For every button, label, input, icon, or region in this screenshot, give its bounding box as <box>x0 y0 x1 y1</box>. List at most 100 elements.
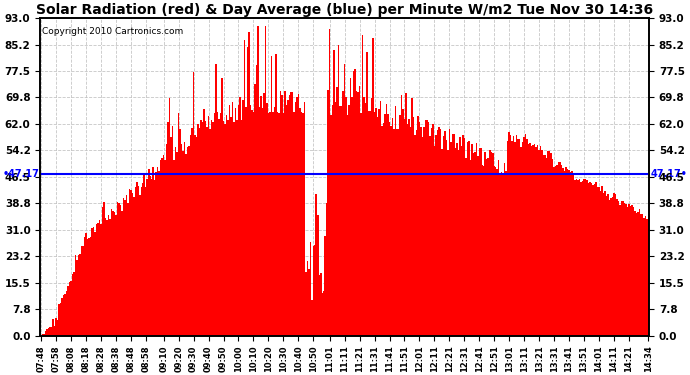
Bar <box>173 160 175 336</box>
Bar <box>413 117 414 336</box>
Bar <box>106 220 108 336</box>
Bar <box>450 142 452 336</box>
Bar <box>293 112 295 336</box>
Bar <box>447 150 448 336</box>
Bar <box>616 199 618 336</box>
Bar <box>238 105 239 336</box>
Bar <box>253 112 254 336</box>
Bar <box>583 179 584 336</box>
Bar <box>139 195 141 336</box>
Bar <box>543 155 544 336</box>
Bar <box>513 136 515 336</box>
Bar <box>217 112 218 336</box>
Bar <box>574 180 575 336</box>
Bar <box>365 103 366 336</box>
Bar <box>299 108 301 336</box>
Text: 47.17•: 47.17• <box>651 170 687 180</box>
Bar <box>90 237 91 336</box>
Bar <box>230 117 232 336</box>
Bar <box>442 136 444 336</box>
Bar <box>610 198 611 336</box>
Bar <box>251 110 253 336</box>
Bar <box>553 167 555 336</box>
Bar <box>209 129 211 336</box>
Bar <box>193 72 195 336</box>
Bar <box>109 219 110 336</box>
Bar <box>609 200 610 336</box>
Bar <box>46 328 48 336</box>
Bar <box>259 107 260 336</box>
Bar <box>566 169 569 336</box>
Bar <box>227 120 229 336</box>
Bar <box>544 155 546 336</box>
Bar <box>221 78 223 336</box>
Bar <box>631 205 633 336</box>
Bar <box>133 197 135 336</box>
Bar <box>239 97 241 336</box>
Bar <box>218 119 220 336</box>
Bar <box>426 120 428 336</box>
Bar <box>87 239 88 336</box>
Bar <box>92 226 94 336</box>
Bar <box>123 198 124 336</box>
Bar <box>615 194 616 336</box>
Bar <box>417 116 419 336</box>
Bar <box>211 120 213 336</box>
Bar <box>117 202 118 336</box>
Bar <box>444 131 446 336</box>
Bar <box>310 242 311 336</box>
Bar <box>288 96 290 336</box>
Bar <box>150 176 151 336</box>
Bar <box>151 179 152 336</box>
Bar <box>85 233 87 336</box>
Bar <box>638 209 640 336</box>
Bar <box>380 101 382 336</box>
Bar <box>335 102 337 336</box>
Bar <box>315 195 317 336</box>
Bar <box>647 219 649 336</box>
Bar <box>187 147 188 336</box>
Bar <box>279 92 281 336</box>
Bar <box>235 108 236 336</box>
Bar <box>483 166 484 336</box>
Bar <box>546 158 547 336</box>
Bar <box>229 105 230 336</box>
Bar <box>459 137 461 336</box>
Bar <box>78 255 79 336</box>
Bar <box>186 154 187 336</box>
Bar <box>465 158 466 336</box>
Bar <box>82 246 83 336</box>
Bar <box>241 120 242 336</box>
Bar <box>469 160 471 336</box>
Bar <box>184 142 186 336</box>
Bar <box>448 129 450 336</box>
Bar <box>48 328 49 336</box>
Bar <box>475 142 477 336</box>
Bar <box>392 118 393 336</box>
Bar <box>353 71 355 336</box>
Bar <box>58 304 60 336</box>
Bar <box>466 142 468 336</box>
Bar <box>538 150 540 336</box>
Bar <box>520 147 522 336</box>
Bar <box>460 146 462 336</box>
Bar <box>148 169 150 336</box>
Bar <box>45 332 46 336</box>
Bar <box>97 223 99 336</box>
Bar <box>301 112 302 336</box>
Bar <box>552 159 553 336</box>
Bar <box>319 275 320 336</box>
Bar <box>375 108 377 336</box>
Bar <box>297 94 299 336</box>
Bar <box>537 145 538 336</box>
Bar <box>266 104 268 336</box>
Bar <box>613 193 615 336</box>
Bar <box>126 195 127 336</box>
Bar <box>549 151 551 336</box>
Bar <box>519 139 520 336</box>
Bar <box>564 171 565 336</box>
Bar <box>43 334 45 336</box>
Bar <box>486 159 488 336</box>
Bar <box>502 174 504 336</box>
Bar <box>397 129 400 336</box>
